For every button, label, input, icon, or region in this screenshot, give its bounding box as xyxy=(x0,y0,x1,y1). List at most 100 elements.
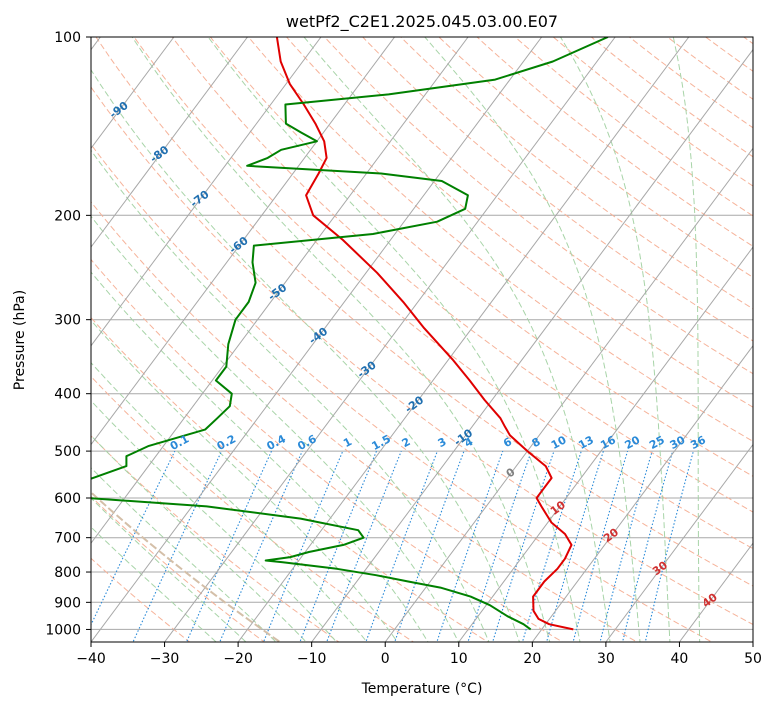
isotherm-label: -50 xyxy=(266,281,290,304)
mixing-ratio-lines xyxy=(91,450,694,642)
y-tick-label: 800 xyxy=(54,565,81,581)
moist-adiabat xyxy=(91,215,460,642)
mixing-ratio-line xyxy=(572,450,629,642)
dry-adiabat xyxy=(91,435,340,642)
mixing-ratio-label: 13 xyxy=(576,433,596,452)
mixing-ratio-line xyxy=(394,450,465,642)
mixing-ratio-label: 0.6 xyxy=(295,432,319,453)
dry-adiabat xyxy=(552,37,753,187)
moist-adiabat xyxy=(91,400,338,642)
isotherm-label: -20 xyxy=(403,393,427,416)
mixing-ratio-line xyxy=(365,450,438,642)
isotherm-label: 10 xyxy=(548,498,568,518)
isotherm-label: -70 xyxy=(188,188,212,211)
mixing-ratio-labels: 0.1 0.2 0.4 0.6 1 1.5 2 3 4 6 8 10 13 16 20 25 30 36 xyxy=(168,432,708,453)
isotherm xyxy=(164,37,616,642)
x-tick-label: 0 xyxy=(381,651,390,667)
x-tick-label: −40 xyxy=(76,651,106,667)
x-tick-label: −10 xyxy=(297,651,327,667)
dry-adiabat xyxy=(91,557,191,642)
y-tick-label: 900 xyxy=(54,595,81,611)
isotherm-label: -100 xyxy=(62,54,92,81)
y-tick-label: 400 xyxy=(54,387,81,403)
isotherm-label: 40 xyxy=(700,591,720,611)
mixing-ratio-line xyxy=(546,450,604,642)
x-tick-label: 50 xyxy=(744,651,762,667)
isotherm xyxy=(91,37,248,248)
moist-adiabat xyxy=(303,37,611,642)
mixing-ratio-line xyxy=(621,450,674,642)
mixing-ratio-label: 1 xyxy=(341,435,354,450)
mixing-ratio-label: 3 xyxy=(436,435,449,450)
isotherm xyxy=(91,37,396,446)
isotherm xyxy=(91,37,322,347)
isotherm xyxy=(91,37,543,642)
dry-adiabat xyxy=(476,37,753,247)
isotherm-label: 30 xyxy=(650,558,670,578)
mixing-ratio-line xyxy=(219,450,303,642)
isotherm-label: -90 xyxy=(107,99,131,122)
mixing-ratio-label: 30 xyxy=(668,433,688,452)
mixing-ratio-label: 20 xyxy=(623,433,643,452)
moist-adiabat xyxy=(91,68,521,642)
boundary-curve xyxy=(91,490,282,642)
dry-adiabat xyxy=(247,37,753,442)
dry-adiabat xyxy=(362,37,753,342)
plot-area: -100-90-80-70-60-50-40-30-20-10010203040… xyxy=(62,10,775,654)
dry-adiabat xyxy=(438,37,753,278)
mixing-ratio-label: 8 xyxy=(530,435,543,450)
mixing-ratio-label: 16 xyxy=(598,433,618,452)
dry-adiabat xyxy=(91,143,713,642)
y-tick-label: 100 xyxy=(54,30,81,46)
dry-adiabat xyxy=(95,37,753,587)
dry-adiabat xyxy=(133,37,753,550)
moist-adiabat xyxy=(131,37,551,642)
dry-adiabat xyxy=(171,37,753,513)
x-tick-label: −20 xyxy=(223,651,253,667)
mixing-ratio-line xyxy=(262,450,344,642)
isotherm xyxy=(91,37,469,545)
isotherm xyxy=(605,443,753,642)
isotherm xyxy=(752,641,753,642)
x-tick-label: −30 xyxy=(150,651,180,667)
dry-adiabats xyxy=(91,10,775,654)
boundary-curve xyxy=(91,490,282,642)
x-tick-label: 10 xyxy=(450,651,468,667)
mixing-ratio-line xyxy=(492,450,555,642)
y-tick-label: 600 xyxy=(54,491,81,507)
y-tick-label: 500 xyxy=(54,444,81,460)
x-tick-label: 40 xyxy=(671,651,689,667)
dry-adiabat xyxy=(285,37,753,408)
isotherm-label: -80 xyxy=(148,143,172,166)
isotherm xyxy=(531,344,753,642)
profile-series xyxy=(91,37,609,631)
isotherm xyxy=(311,48,753,642)
pressure-gridlines xyxy=(91,37,753,630)
dry-adiabat xyxy=(323,37,753,375)
moist-adiabat xyxy=(91,497,247,642)
isotherms xyxy=(91,37,753,642)
y-axis-ticks: 1000 900 800 700 600 500 400 300 200 100 xyxy=(45,30,91,638)
y-tick-label: 200 xyxy=(54,208,81,224)
dry-adiabat xyxy=(91,258,564,642)
moist-adiabat xyxy=(560,37,671,642)
plot-frame xyxy=(90,36,754,643)
y-tick-label: 1000 xyxy=(45,622,81,638)
dewpoint-line xyxy=(91,37,609,631)
dry-adiabat xyxy=(628,37,753,129)
dry-adiabat xyxy=(209,37,753,477)
isotherm xyxy=(678,542,753,642)
dry-adiabat xyxy=(744,10,775,654)
moist-adiabat xyxy=(207,37,581,642)
x-tick-label: 30 xyxy=(597,651,615,667)
dry-adiabat xyxy=(666,37,753,100)
x-axis-label: Temperature (°C) xyxy=(361,681,483,697)
moist-adiabat xyxy=(672,37,701,642)
dry-adiabat xyxy=(514,37,753,217)
dry-adiabat xyxy=(91,201,639,642)
isotherm xyxy=(91,37,175,150)
mixing-ratio-label: 25 xyxy=(647,433,667,452)
moist-adiabat xyxy=(91,526,217,642)
